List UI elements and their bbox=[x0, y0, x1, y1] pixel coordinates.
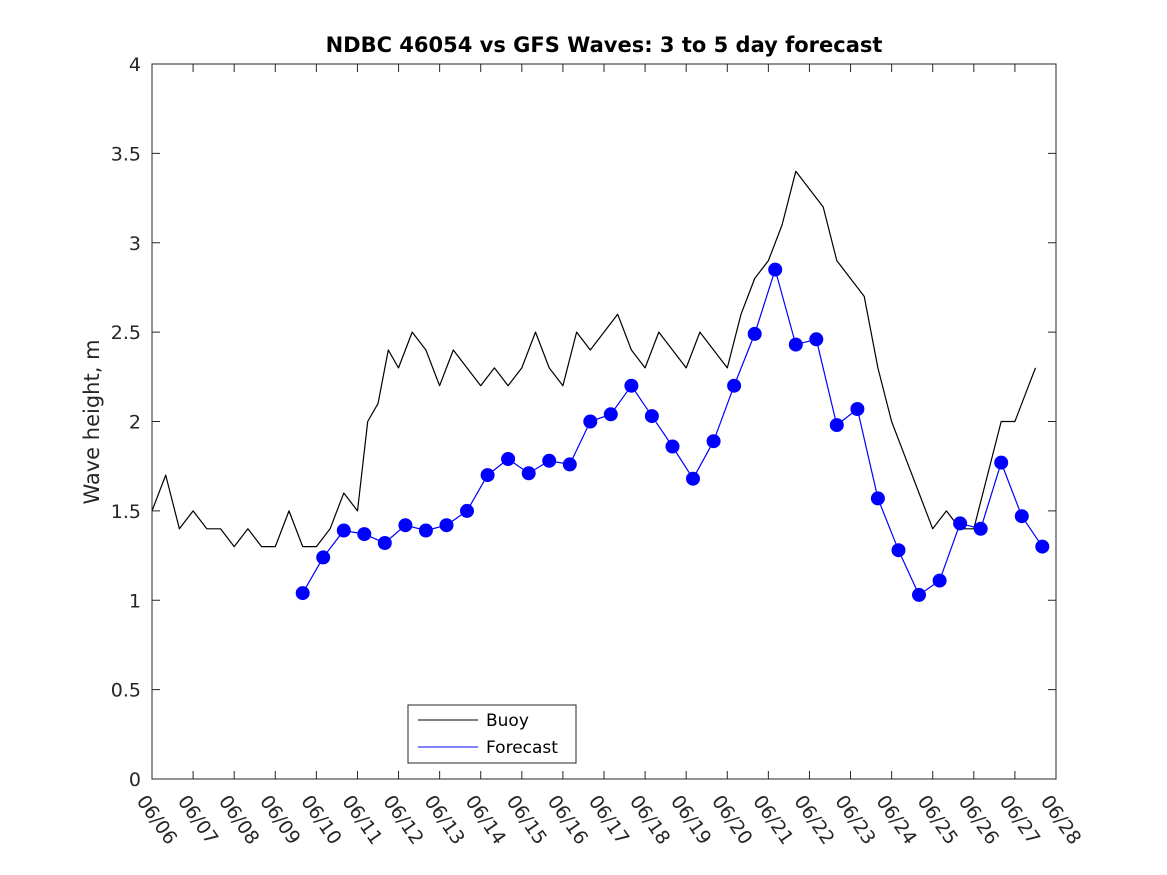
forecast-point bbox=[521, 466, 536, 481]
x-tick-label: 06/07 bbox=[173, 791, 222, 848]
forecast-point bbox=[460, 503, 474, 518]
y-axis-label: Wave height, m bbox=[80, 339, 104, 504]
x-tick-label: 06/16 bbox=[543, 791, 592, 848]
plot-area-frame bbox=[151, 63, 1057, 780]
series-line-buoy bbox=[151, 170, 1037, 548]
x-tick-label: 06/08 bbox=[214, 791, 263, 848]
forecast-point bbox=[747, 326, 762, 341]
x-tick-label: 06/23 bbox=[830, 791, 879, 848]
x-tick-label: 06/09 bbox=[255, 791, 304, 848]
forecast-point bbox=[583, 414, 598, 429]
y-tick-label: 3 bbox=[129, 233, 141, 255]
x-tick-label: 06/22 bbox=[789, 791, 838, 848]
series-line-forecast bbox=[302, 269, 1043, 596]
forecast-point bbox=[418, 523, 433, 538]
x-tick-label: 06/18 bbox=[625, 791, 674, 848]
y-tick-label: 1.5 bbox=[111, 501, 141, 523]
forecast-point bbox=[850, 402, 865, 416]
y-tick-label: 1 bbox=[129, 590, 141, 612]
x-tick-label: 06/06 bbox=[132, 791, 181, 848]
forecast-point bbox=[1035, 539, 1050, 554]
series-layer bbox=[151, 170, 1043, 596]
forecast-point bbox=[501, 452, 516, 466]
x-tick-label: 06/17 bbox=[584, 791, 633, 848]
forecast-point bbox=[295, 586, 310, 601]
legend-box bbox=[407, 704, 577, 764]
forecast-point bbox=[542, 453, 557, 468]
x-tick-label: 06/21 bbox=[748, 791, 797, 848]
forecast-point bbox=[788, 337, 803, 352]
forecast-point bbox=[439, 518, 454, 533]
x-tick-label: 06/28 bbox=[1036, 791, 1085, 848]
chart-title: NDBC 46054 vs GFS Waves: 3 to 5 day fore… bbox=[326, 33, 883, 57]
forecast-point bbox=[357, 527, 372, 542]
x-tick-label: 06/25 bbox=[913, 791, 962, 848]
x-tick-label: 06/27 bbox=[995, 791, 1044, 848]
x-tick-label: 06/14 bbox=[461, 791, 510, 848]
marker-layer bbox=[295, 262, 1050, 602]
x-tick-label: 06/26 bbox=[954, 791, 1003, 848]
x-tick-label: 06/19 bbox=[666, 791, 715, 848]
forecast-point bbox=[912, 587, 926, 602]
forecast-point bbox=[973, 521, 988, 536]
x-tick-label: 06/24 bbox=[872, 791, 921, 848]
y-tick-label: 0 bbox=[129, 769, 141, 791]
forecast-point bbox=[398, 518, 413, 533]
axis-layer: 00.511.522.533.5406/0606/0706/0806/0906/… bbox=[111, 54, 1086, 849]
x-tick-label: 06/15 bbox=[502, 791, 551, 848]
legend-label-buoy: Buoy bbox=[486, 711, 529, 731]
forecast-point bbox=[953, 516, 968, 531]
forecast-point bbox=[829, 418, 844, 433]
forecast-point bbox=[932, 573, 947, 588]
forecast-point bbox=[768, 262, 783, 277]
forecast-point bbox=[336, 523, 351, 538]
forecast-point bbox=[686, 471, 700, 486]
forecast-point bbox=[603, 407, 618, 422]
y-tick-label: 2.5 bbox=[111, 322, 141, 344]
x-tick-label: 06/11 bbox=[337, 791, 386, 848]
x-tick-label: 06/20 bbox=[707, 791, 756, 848]
forecast-point bbox=[1014, 509, 1029, 524]
forecast-point bbox=[377, 536, 392, 550]
legend: Buoy Forecast bbox=[407, 704, 577, 764]
forecast-point bbox=[316, 550, 331, 565]
forecast-point bbox=[809, 332, 824, 347]
forecast-point bbox=[665, 439, 680, 454]
forecast-point bbox=[644, 409, 659, 424]
x-tick-label: 06/12 bbox=[378, 791, 427, 848]
forecast-point bbox=[562, 457, 577, 472]
forecast-point bbox=[994, 455, 1009, 470]
forecast-point bbox=[480, 468, 495, 483]
x-tick-label: 06/13 bbox=[420, 791, 469, 848]
forecast-point bbox=[891, 543, 906, 558]
forecast-point bbox=[706, 434, 721, 449]
forecast-point bbox=[624, 378, 639, 393]
y-tick-label: 0.5 bbox=[111, 680, 141, 702]
forecast-point bbox=[727, 378, 742, 393]
x-tick-label: 06/10 bbox=[296, 791, 345, 848]
legend-label-forecast: Forecast bbox=[486, 738, 558, 758]
y-tick-label: 4 bbox=[129, 54, 141, 76]
y-tick-label: 2 bbox=[129, 412, 141, 434]
y-tick-label: 3.5 bbox=[111, 143, 141, 165]
forecast-point bbox=[870, 491, 885, 506]
